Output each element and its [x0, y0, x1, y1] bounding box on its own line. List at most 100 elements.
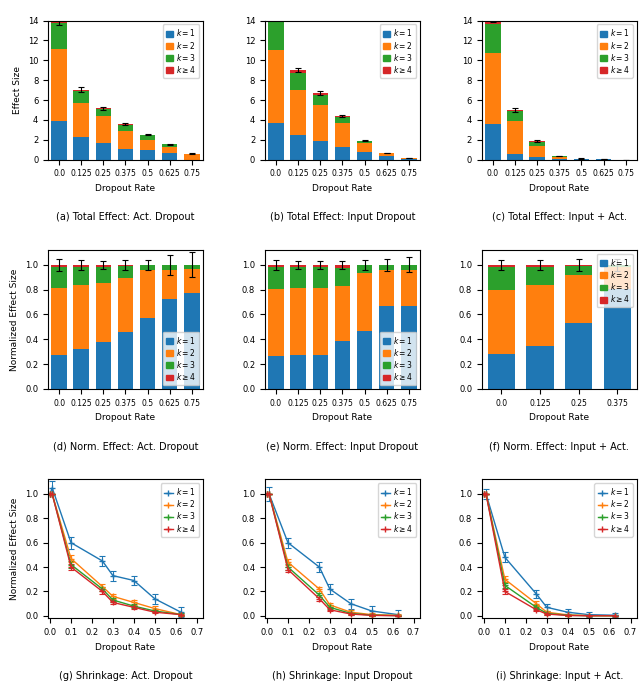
Bar — [335, 286, 350, 341]
Bar — [74, 137, 89, 159]
Bar — [118, 124, 133, 125]
Bar — [312, 265, 328, 267]
Bar — [51, 49, 67, 122]
Bar — [565, 266, 592, 275]
Bar — [485, 124, 500, 159]
Bar — [312, 95, 328, 104]
X-axis label: Dropout Rate: Dropout Rate — [312, 184, 372, 193]
Bar — [268, 356, 284, 389]
Bar — [74, 265, 89, 267]
Bar — [335, 268, 350, 286]
Bar — [335, 341, 350, 389]
Bar — [356, 141, 372, 143]
Bar — [526, 267, 554, 285]
Bar — [118, 333, 133, 389]
Bar — [379, 270, 394, 306]
Bar — [268, 265, 284, 267]
Bar — [51, 267, 67, 288]
Y-axis label: Normalized Effect Size: Normalized Effect Size — [10, 268, 19, 371]
Bar — [95, 267, 111, 284]
Bar — [74, 285, 89, 348]
Bar — [508, 110, 523, 111]
Bar — [312, 354, 328, 389]
Bar — [118, 148, 133, 159]
Bar — [74, 90, 89, 91]
Bar — [140, 139, 156, 150]
Bar — [140, 271, 156, 317]
Bar — [488, 354, 515, 389]
Bar — [335, 265, 350, 268]
Bar — [184, 269, 200, 293]
Bar — [140, 317, 156, 389]
X-axis label: Dropout Rate: Dropout Rate — [312, 414, 372, 423]
Bar — [488, 291, 515, 354]
Bar — [488, 265, 515, 267]
Bar — [312, 267, 328, 288]
Bar — [529, 142, 545, 146]
Legend: $k = 1$, $k = 2$, $k = 3$, $k \geq 4$: $k = 1$, $k = 2$, $k = 3$, $k \geq 4$ — [380, 332, 416, 385]
Legend: $k = 1$, $k = 2$, $k = 3$, $k \geq 4$: $k = 1$, $k = 2$, $k = 3$, $k \geq 4$ — [161, 483, 199, 537]
Bar — [379, 156, 394, 159]
Bar — [51, 288, 67, 354]
Bar — [379, 265, 394, 270]
Bar — [526, 265, 554, 267]
X-axis label: Dropout Rate: Dropout Rate — [95, 184, 156, 193]
Bar — [95, 116, 111, 142]
Bar — [335, 147, 350, 159]
Bar — [74, 103, 89, 137]
Legend: $k = 1$, $k = 2$, $k = 3$, $k \geq 4$: $k = 1$, $k = 2$, $k = 3$, $k \geq 4$ — [596, 25, 633, 78]
Legend: $k = 1$, $k = 2$, $k = 3$, $k \geq 4$: $k = 1$, $k = 2$, $k = 3$, $k \geq 4$ — [595, 483, 633, 537]
Bar — [379, 306, 394, 389]
Bar — [526, 285, 554, 346]
Bar — [401, 270, 417, 306]
Legend: $k = 1$, $k = 2$, $k = 3$, $k \geq 4$: $k = 1$, $k = 2$, $k = 3$, $k \geq 4$ — [163, 332, 199, 385]
X-axis label: Dropout Rate: Dropout Rate — [529, 184, 589, 193]
Text: (e) Norm. Effect: Input Dropout: (e) Norm. Effect: Input Dropout — [266, 442, 419, 452]
Bar — [356, 265, 372, 273]
Bar — [356, 330, 372, 389]
Bar — [379, 153, 394, 156]
Bar — [140, 150, 156, 159]
Bar — [401, 265, 417, 270]
Bar — [51, 23, 67, 49]
Bar — [291, 289, 306, 355]
Bar — [268, 267, 284, 289]
X-axis label: Dropout Rate: Dropout Rate — [312, 642, 372, 651]
Y-axis label: Effect Size: Effect Size — [13, 66, 22, 114]
Bar — [74, 91, 89, 103]
Bar — [184, 293, 200, 389]
Text: (f) Norm. Effect: Input + Act.: (f) Norm. Effect: Input + Act. — [490, 442, 629, 452]
Bar — [529, 141, 545, 142]
Bar — [565, 323, 592, 389]
Legend: $k = 1$, $k = 2$, $k = 3$, $k \geq 4$: $k = 1$, $k = 2$, $k = 3$, $k \geq 4$ — [380, 25, 416, 78]
Bar — [508, 154, 523, 159]
Bar — [356, 143, 372, 152]
X-axis label: Dropout Rate: Dropout Rate — [95, 642, 156, 651]
Bar — [95, 265, 111, 267]
Bar — [485, 19, 500, 23]
Bar — [95, 342, 111, 389]
X-axis label: Dropout Rate: Dropout Rate — [529, 414, 589, 423]
Bar — [162, 265, 177, 271]
Bar — [291, 73, 306, 89]
Bar — [565, 265, 592, 266]
Bar — [312, 93, 328, 95]
Bar — [604, 265, 631, 267]
Bar — [291, 265, 306, 267]
Bar — [51, 21, 67, 23]
Bar — [162, 271, 177, 299]
Bar — [335, 115, 350, 117]
Legend: $k = 1$, $k = 2$, $k = 3$, $k \geq 4$: $k = 1$, $k = 2$, $k = 3$, $k \geq 4$ — [163, 25, 199, 78]
Bar — [335, 117, 350, 124]
Bar — [508, 111, 523, 121]
Bar — [335, 124, 350, 147]
Text: (a) Total Effect: Act. Dropout: (a) Total Effect: Act. Dropout — [56, 212, 195, 223]
Bar — [291, 135, 306, 159]
Bar — [526, 346, 554, 389]
Bar — [485, 53, 500, 124]
Bar — [95, 142, 111, 159]
Bar — [291, 89, 306, 135]
Bar — [604, 289, 631, 389]
Bar — [401, 306, 417, 389]
Bar — [356, 152, 372, 159]
